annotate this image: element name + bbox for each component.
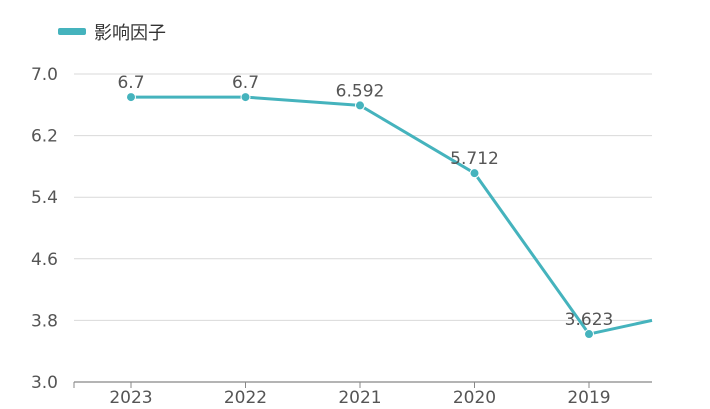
data-label: 5.712 (450, 149, 499, 169)
x-tick-label: 2022 (224, 388, 267, 408)
gridlines (74, 73, 652, 383)
legend-swatch (58, 28, 86, 35)
data-label: 6.7 (117, 73, 144, 93)
y-tick-label: 6.2 (31, 127, 58, 147)
x-tick-label: 2021 (338, 388, 381, 408)
series-impact-factor (126, 92, 653, 340)
data-label: 3.623 (565, 310, 614, 330)
data-label: 6.7 (232, 73, 259, 93)
x-tick-label: 2020 (453, 388, 496, 408)
data-label: 6.592 (336, 81, 385, 101)
y-tick-label: 3.8 (31, 311, 58, 331)
y-tick-label: 4.6 (31, 250, 58, 270)
legend: 影响因子 (58, 23, 166, 44)
series-line (131, 95, 653, 336)
y-axis-ticks: 3.0 3.8 4.6 5.4 6.2 7.0 (31, 65, 58, 393)
y-tick-label: 7.0 (31, 65, 58, 85)
y-tick-label: 5.4 (31, 188, 58, 208)
x-axis-ticks: 2023 2022 2021 2020 2019 (73, 382, 611, 408)
data-point (584, 329, 594, 340)
x-tick-label: 2019 (567, 388, 610, 408)
data-point (240, 92, 251, 103)
data-point (469, 168, 480, 179)
y-tick-label: 3.0 (31, 373, 58, 393)
data-point (126, 92, 136, 103)
data-labels: 6.7 6.7 6.592 5.712 3.623 (117, 73, 613, 330)
x-tick-label: 2023 (109, 388, 152, 408)
data-point (355, 100, 365, 111)
legend-label: 影响因子 (94, 23, 166, 44)
